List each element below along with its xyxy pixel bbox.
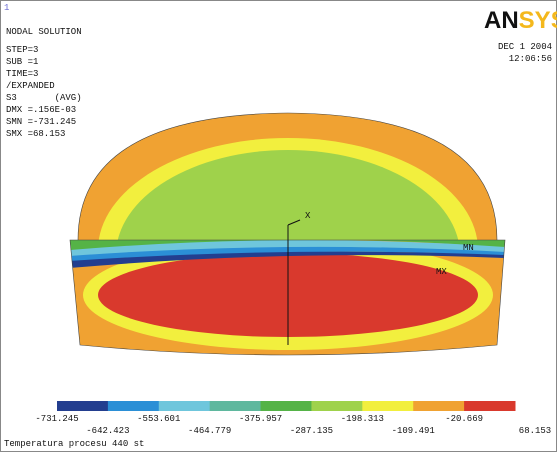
info-line: /EXPANDED: [6, 81, 55, 91]
legend-label: -553.601: [137, 414, 180, 424]
date: DEC 1 2004: [498, 42, 552, 52]
legend-label: -642.423: [86, 426, 129, 436]
legend-label: -198.313: [341, 414, 384, 424]
legend-swatch: [210, 401, 261, 411]
legend-label: -20.669: [445, 414, 483, 424]
info-line: S3 (AVG): [6, 93, 82, 103]
legend-label: -464.779: [188, 426, 231, 436]
info-line: SMX =68.153: [6, 129, 65, 139]
time: 12:06:56: [509, 54, 552, 64]
info-line: DMX =.156E-03: [6, 105, 76, 115]
info-line: TIME=3: [6, 69, 38, 79]
ansys-window: 1 NODAL SOLUTION STEP=3 SUB =1 TIME=3/EXPAN…: [0, 0, 557, 452]
logo-dark: AN: [484, 7, 519, 34]
legend-swatch: [464, 401, 515, 411]
info-line: SUB =1: [6, 57, 38, 67]
legend-swatch: [413, 401, 464, 411]
legend-swatch: [362, 401, 413, 411]
legend-swatch: [57, 401, 108, 411]
legend-label: -731.245: [35, 414, 78, 424]
caption: Temperatura procesu 440 st: [4, 439, 144, 449]
legend-swatch: [108, 401, 159, 411]
axis-label: X: [305, 211, 311, 221]
info-line: STEP=3: [6, 45, 38, 55]
legend-swatch: [159, 401, 210, 411]
info-line: NODAL SOLUTION: [6, 27, 82, 37]
min-label: MN: [463, 243, 474, 253]
legend-swatch: [311, 401, 362, 411]
legend-label: -287.135: [290, 426, 333, 436]
logo: ANSYS: [484, 7, 557, 34]
max-label: MX: [436, 267, 447, 277]
legend-label: 68.153: [519, 426, 551, 436]
info-line: SMN =-731.245: [6, 117, 76, 127]
legend-swatch: [261, 401, 312, 411]
window-number: 1: [4, 3, 9, 13]
legend-label: -375.957: [239, 414, 282, 424]
logo-light: SYS: [519, 7, 557, 34]
legend-label: -109.491: [392, 426, 435, 436]
